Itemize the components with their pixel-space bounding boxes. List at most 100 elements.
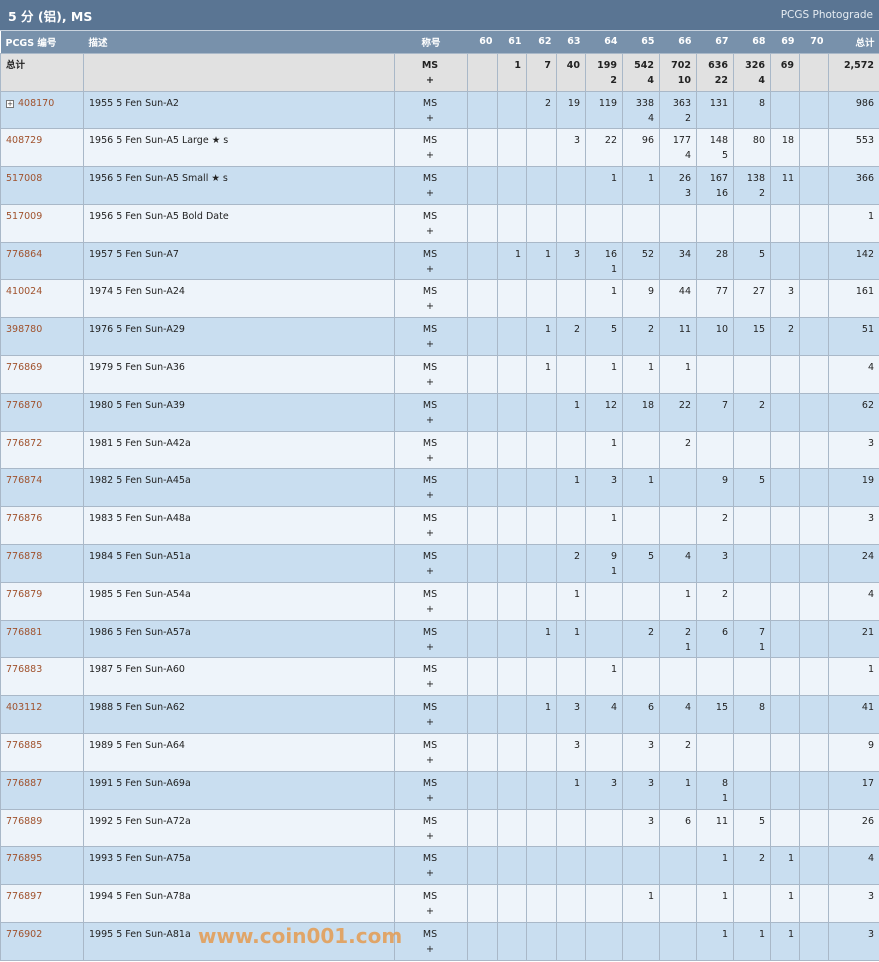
grade-cell-67[interactable]: 28 (696, 241, 734, 281)
count[interactable]: 1 (610, 664, 617, 676)
count[interactable]: 2 (684, 437, 691, 449)
count[interactable]: 19 (567, 97, 580, 109)
count[interactable]: 636 (708, 59, 728, 71)
count[interactable]: 26 (678, 173, 691, 185)
plus-sign[interactable]: + (426, 528, 434, 540)
grade-cell-65[interactable]: 6 (622, 695, 660, 735)
count[interactable]: 6 (684, 815, 691, 827)
grade-cell-65[interactable]: 5 (622, 544, 660, 583)
grade-cell-67[interactable]: 1 (696, 846, 734, 886)
grade-cell-66[interactable]: 1 (659, 581, 697, 621)
count[interactable]: 4 (684, 702, 691, 714)
pcgs-number-link[interactable]: 776889 (6, 815, 43, 827)
count[interactable]: 8 (758, 702, 765, 714)
count[interactable]: 15 (752, 324, 765, 336)
grade-cell-62[interactable]: 1 (526, 317, 557, 357)
grade-cell-68[interactable]: 2 (733, 392, 771, 432)
grade-cell-66[interactable]: 6 (659, 808, 697, 848)
count[interactable]: 1 (647, 475, 654, 487)
plus-sign[interactable]: + (426, 755, 434, 767)
count[interactable]: 5 (647, 551, 654, 563)
count[interactable]: 1 (573, 777, 580, 789)
grade-cell-68[interactable]: 5 (733, 468, 771, 508)
pcgs-number-link[interactable]: 776895 (6, 853, 43, 865)
grade-cell-65[interactable]: 1 (622, 355, 660, 394)
grade-cell-66[interactable]: 1 (659, 770, 697, 810)
plus-count[interactable]: 10 (677, 74, 691, 86)
header-grade-67[interactable]: 67 (696, 31, 734, 53)
count[interactable]: 1 (787, 929, 794, 941)
grade-cell-62[interactable]: 1 (526, 355, 557, 394)
count[interactable]: 119 (598, 97, 617, 109)
grade-cell-66[interactable]: 22 (659, 392, 697, 432)
count[interactable]: 1 (610, 286, 617, 298)
grade-cell-64[interactable]: 1 (585, 355, 623, 394)
grade-cell-64[interactable]: 1 (585, 279, 623, 319)
pcgs-number-link[interactable]: 776902 (6, 929, 43, 941)
grade-cell-68[interactable]: 8 (733, 90, 771, 130)
count[interactable]: 16 (604, 248, 617, 260)
count[interactable]: 1 (758, 929, 765, 941)
count[interactable]: 96 (641, 135, 654, 147)
count[interactable]: 131 (709, 97, 728, 109)
plus-count[interactable]: 5 (721, 150, 728, 162)
count[interactable]: 6 (721, 626, 728, 638)
grade-cell-67[interactable]: 636 22 (696, 52, 734, 92)
count[interactable]: 1 (787, 891, 794, 903)
count[interactable]: 2 (758, 853, 765, 865)
count[interactable]: 11 (678, 324, 691, 336)
grade-cell-65[interactable]: 1 (622, 884, 660, 924)
grade-cell-64[interactable]: 1 (585, 166, 623, 205)
count[interactable]: 6 (647, 702, 654, 714)
count[interactable]: 69 (780, 59, 794, 71)
plus-sign[interactable]: + (426, 452, 434, 464)
pcgs-number-link[interactable]: 776870 (6, 399, 43, 411)
count[interactable]: 326 (745, 59, 765, 71)
grade-cell-67[interactable]: 3 (696, 544, 734, 583)
grade-cell-67[interactable]: 15 (696, 695, 734, 735)
count[interactable]: 12 (604, 399, 617, 411)
count[interactable]: 2 (787, 324, 794, 336)
count[interactable]: 138 (746, 173, 765, 185)
header-grade-60[interactable]: 60 (467, 31, 498, 53)
grade-cell-67[interactable]: 1 (696, 922, 734, 961)
pcgs-number-link[interactable]: 776876 (6, 513, 43, 525)
count[interactable]: 28 (715, 248, 728, 260)
plus-sign[interactable]: + (426, 906, 434, 918)
pcgs-number-link[interactable]: 776872 (6, 437, 43, 449)
grade-cell-69[interactable]: 1 (770, 846, 800, 886)
grade-cell-64[interactable]: 3 (585, 468, 623, 508)
count[interactable]: 11 (715, 815, 728, 827)
count[interactable]: 9 (647, 286, 654, 298)
count[interactable]: 1 (514, 59, 521, 71)
plus-sign[interactable]: + (426, 188, 434, 200)
count[interactable]: 3 (573, 248, 580, 260)
plus-count[interactable]: 1 (684, 641, 691, 653)
count[interactable]: 4 (610, 702, 617, 714)
count[interactable]: 9 (721, 475, 728, 487)
plus-count[interactable]: 22 (714, 74, 728, 86)
pcgs-number-link[interactable]: 776874 (6, 475, 43, 487)
grade-cell-63[interactable]: 1 (556, 392, 586, 432)
count[interactable]: 3 (610, 777, 617, 789)
grade-cell-63[interactable]: 3 (556, 128, 586, 168)
grade-cell-62[interactable]: 1 (526, 695, 557, 735)
pcgs-number-link[interactable]: 776878 (6, 551, 43, 563)
pcgs-number-link[interactable]: 776897 (6, 891, 43, 903)
header-grade-65[interactable]: 65 (622, 31, 660, 53)
count[interactable]: 1 (544, 362, 551, 374)
plus-count[interactable]: 4 (758, 74, 765, 86)
plus-sign[interactable]: + (426, 944, 434, 956)
grade-cell-68[interactable]: 5 (733, 241, 771, 281)
pcgs-number-link[interactable]: 398780 (6, 324, 43, 336)
count[interactable]: 22 (604, 135, 617, 147)
header-grade-61[interactable]: 61 (497, 31, 527, 53)
count[interactable]: 1 (573, 475, 580, 487)
grade-cell-64[interactable]: 12 (585, 392, 623, 432)
count[interactable]: 8 (721, 777, 728, 789)
count[interactable]: 1 (610, 513, 617, 525)
